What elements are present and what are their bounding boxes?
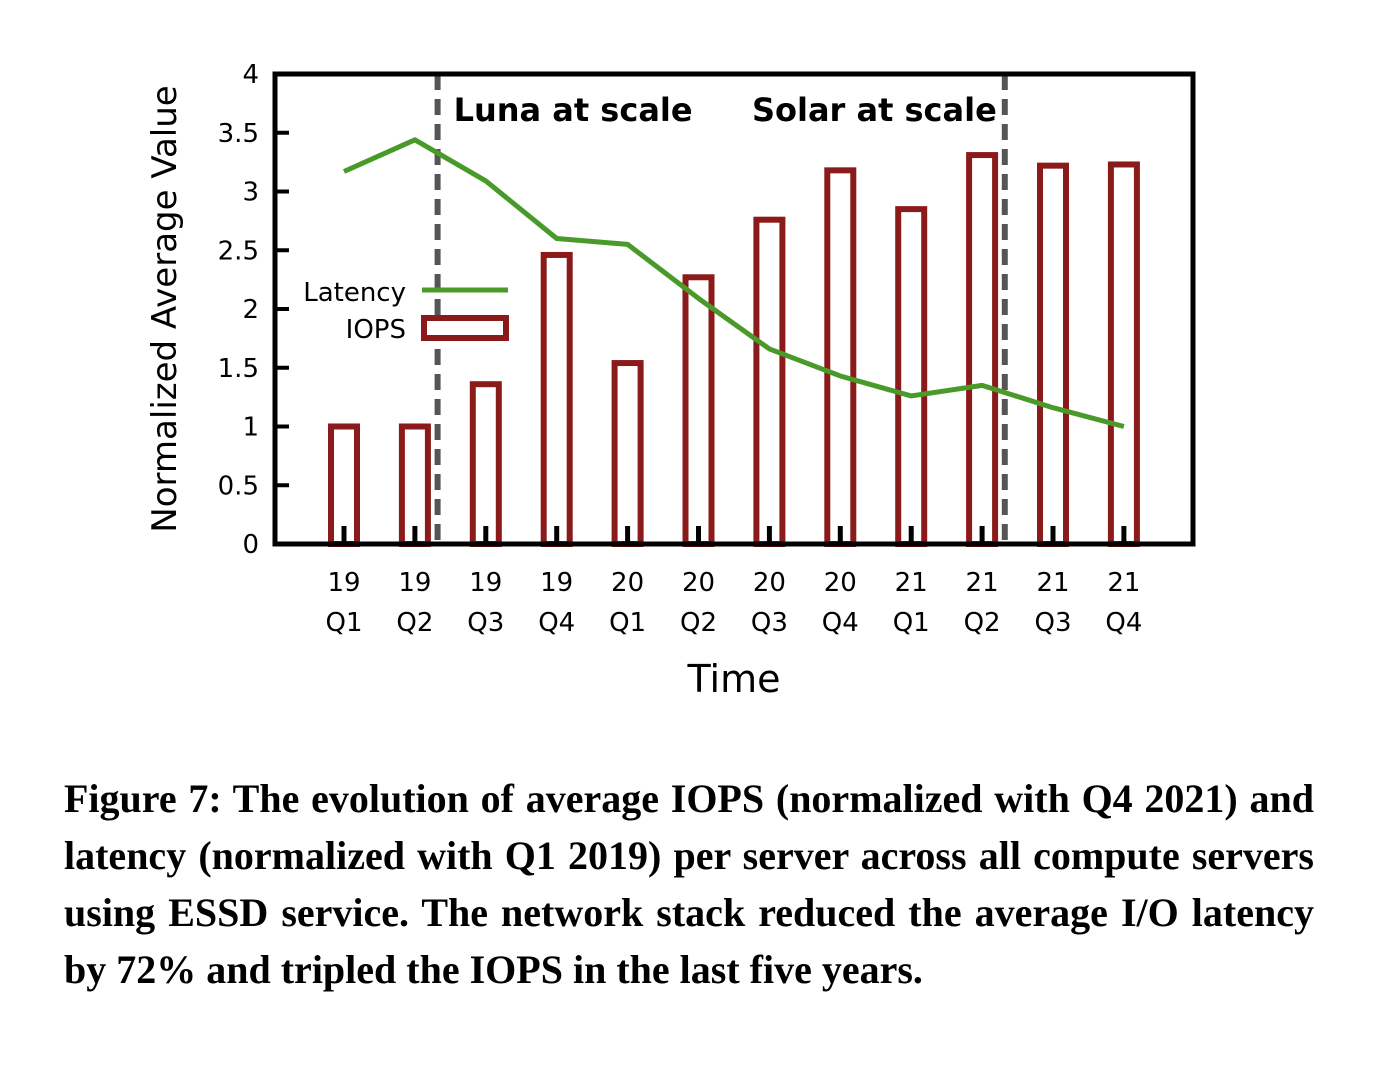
x-tick-label-year: 20 bbox=[824, 568, 857, 598]
iops-bar bbox=[753, 216, 786, 547]
y-tick-label: 1.5 bbox=[218, 354, 259, 384]
x-tick-label-year: 19 bbox=[469, 568, 502, 598]
y-tick-label: 4 bbox=[242, 60, 259, 90]
y-tick-label: 2.5 bbox=[218, 236, 259, 266]
x-tick-label-year: 20 bbox=[682, 568, 715, 598]
legend-label-iops: IOPS bbox=[346, 315, 406, 345]
x-tick-label-quarter: Q2 bbox=[964, 608, 1001, 638]
x-tick-label-year: 20 bbox=[753, 568, 786, 598]
x-tick-label-year: 21 bbox=[1036, 568, 1069, 598]
y-axis-label: Normalized Average Value bbox=[145, 85, 185, 532]
iops-bar bbox=[895, 206, 928, 547]
legend: Latency IOPS bbox=[303, 278, 509, 345]
milestone-annotation: Luna at scale bbox=[454, 91, 693, 129]
iops-bar bbox=[611, 360, 644, 547]
y-tick-label: 1 bbox=[242, 413, 259, 443]
legend-swatch-iops bbox=[421, 315, 509, 341]
figure-caption: Figure 7: The evolution of average IOPS … bbox=[64, 776, 1314, 992]
x-tick-label-year: 19 bbox=[398, 568, 431, 598]
iops-bar bbox=[966, 152, 999, 547]
iops-bar bbox=[824, 167, 857, 547]
latency-line bbox=[342, 137, 1125, 429]
x-tick-label-year: 21 bbox=[966, 568, 999, 598]
x-tick-label-quarter: Q4 bbox=[1105, 608, 1142, 638]
annotations: Luna at scale Solar at scale bbox=[454, 91, 997, 129]
milestone-annotation: Solar at scale bbox=[752, 91, 997, 129]
x-tick-label-quarter: Q1 bbox=[893, 608, 930, 638]
x-tick-label-quarter: Q1 bbox=[325, 608, 362, 638]
iops-bar bbox=[540, 251, 573, 547]
x-tick-label-quarter: Q4 bbox=[822, 608, 859, 638]
x-tick-label-year: 19 bbox=[327, 568, 360, 598]
iops-bars bbox=[328, 152, 1140, 548]
x-tick-label-quarter: Q2 bbox=[396, 608, 433, 638]
x-axis-ticks: 19 Q1 19 Q2 19 Q3 19 Q4 20 Q1 20 Q2 20 Q3 20 Q4 21 Q1 21 Q2… bbox=[325, 568, 1142, 638]
y-tick-label: 3 bbox=[242, 178, 259, 208]
x-tick-label-quarter: Q1 bbox=[609, 608, 646, 638]
x-tick-label-quarter: Q2 bbox=[680, 608, 717, 638]
x-tick-label-quarter: Q3 bbox=[1034, 608, 1071, 638]
y-tick-label: 0.5 bbox=[218, 471, 259, 501]
x-tick-label-year: 20 bbox=[611, 568, 644, 598]
y-tick-label: 2 bbox=[242, 295, 259, 325]
legend-label-latency: Latency bbox=[303, 278, 406, 308]
x-tick-label-quarter: Q4 bbox=[538, 608, 575, 638]
iops-bar bbox=[1037, 162, 1069, 547]
x-tick-label-quarter: Q3 bbox=[467, 608, 504, 638]
iops-bar bbox=[1107, 161, 1140, 547]
y-axis-ticks: 0 0.5 1 1.5 2 2.5 3 3.5 4 bbox=[218, 60, 289, 560]
x-axis-label: Time bbox=[687, 657, 781, 701]
iops-bar bbox=[469, 381, 502, 548]
chart: 0 0.5 1 1.5 2 2.5 3 3.5 4 19 Q1 19 Q2 19 Q3 19 Q4 20 Q1 20… bbox=[145, 60, 1196, 701]
x-tick-label-year: 21 bbox=[895, 568, 928, 598]
y-tick-label: 3.5 bbox=[218, 119, 259, 149]
x-tick-label-year: 19 bbox=[540, 568, 573, 598]
x-tick-label-quarter: Q3 bbox=[751, 608, 788, 638]
latency-line-layer bbox=[342, 137, 1125, 429]
bar-base-ticks bbox=[341, 526, 1127, 544]
iops-bar bbox=[682, 274, 715, 547]
x-tick-label-year: 21 bbox=[1107, 568, 1140, 598]
y-tick-label: 0 bbox=[242, 530, 259, 560]
